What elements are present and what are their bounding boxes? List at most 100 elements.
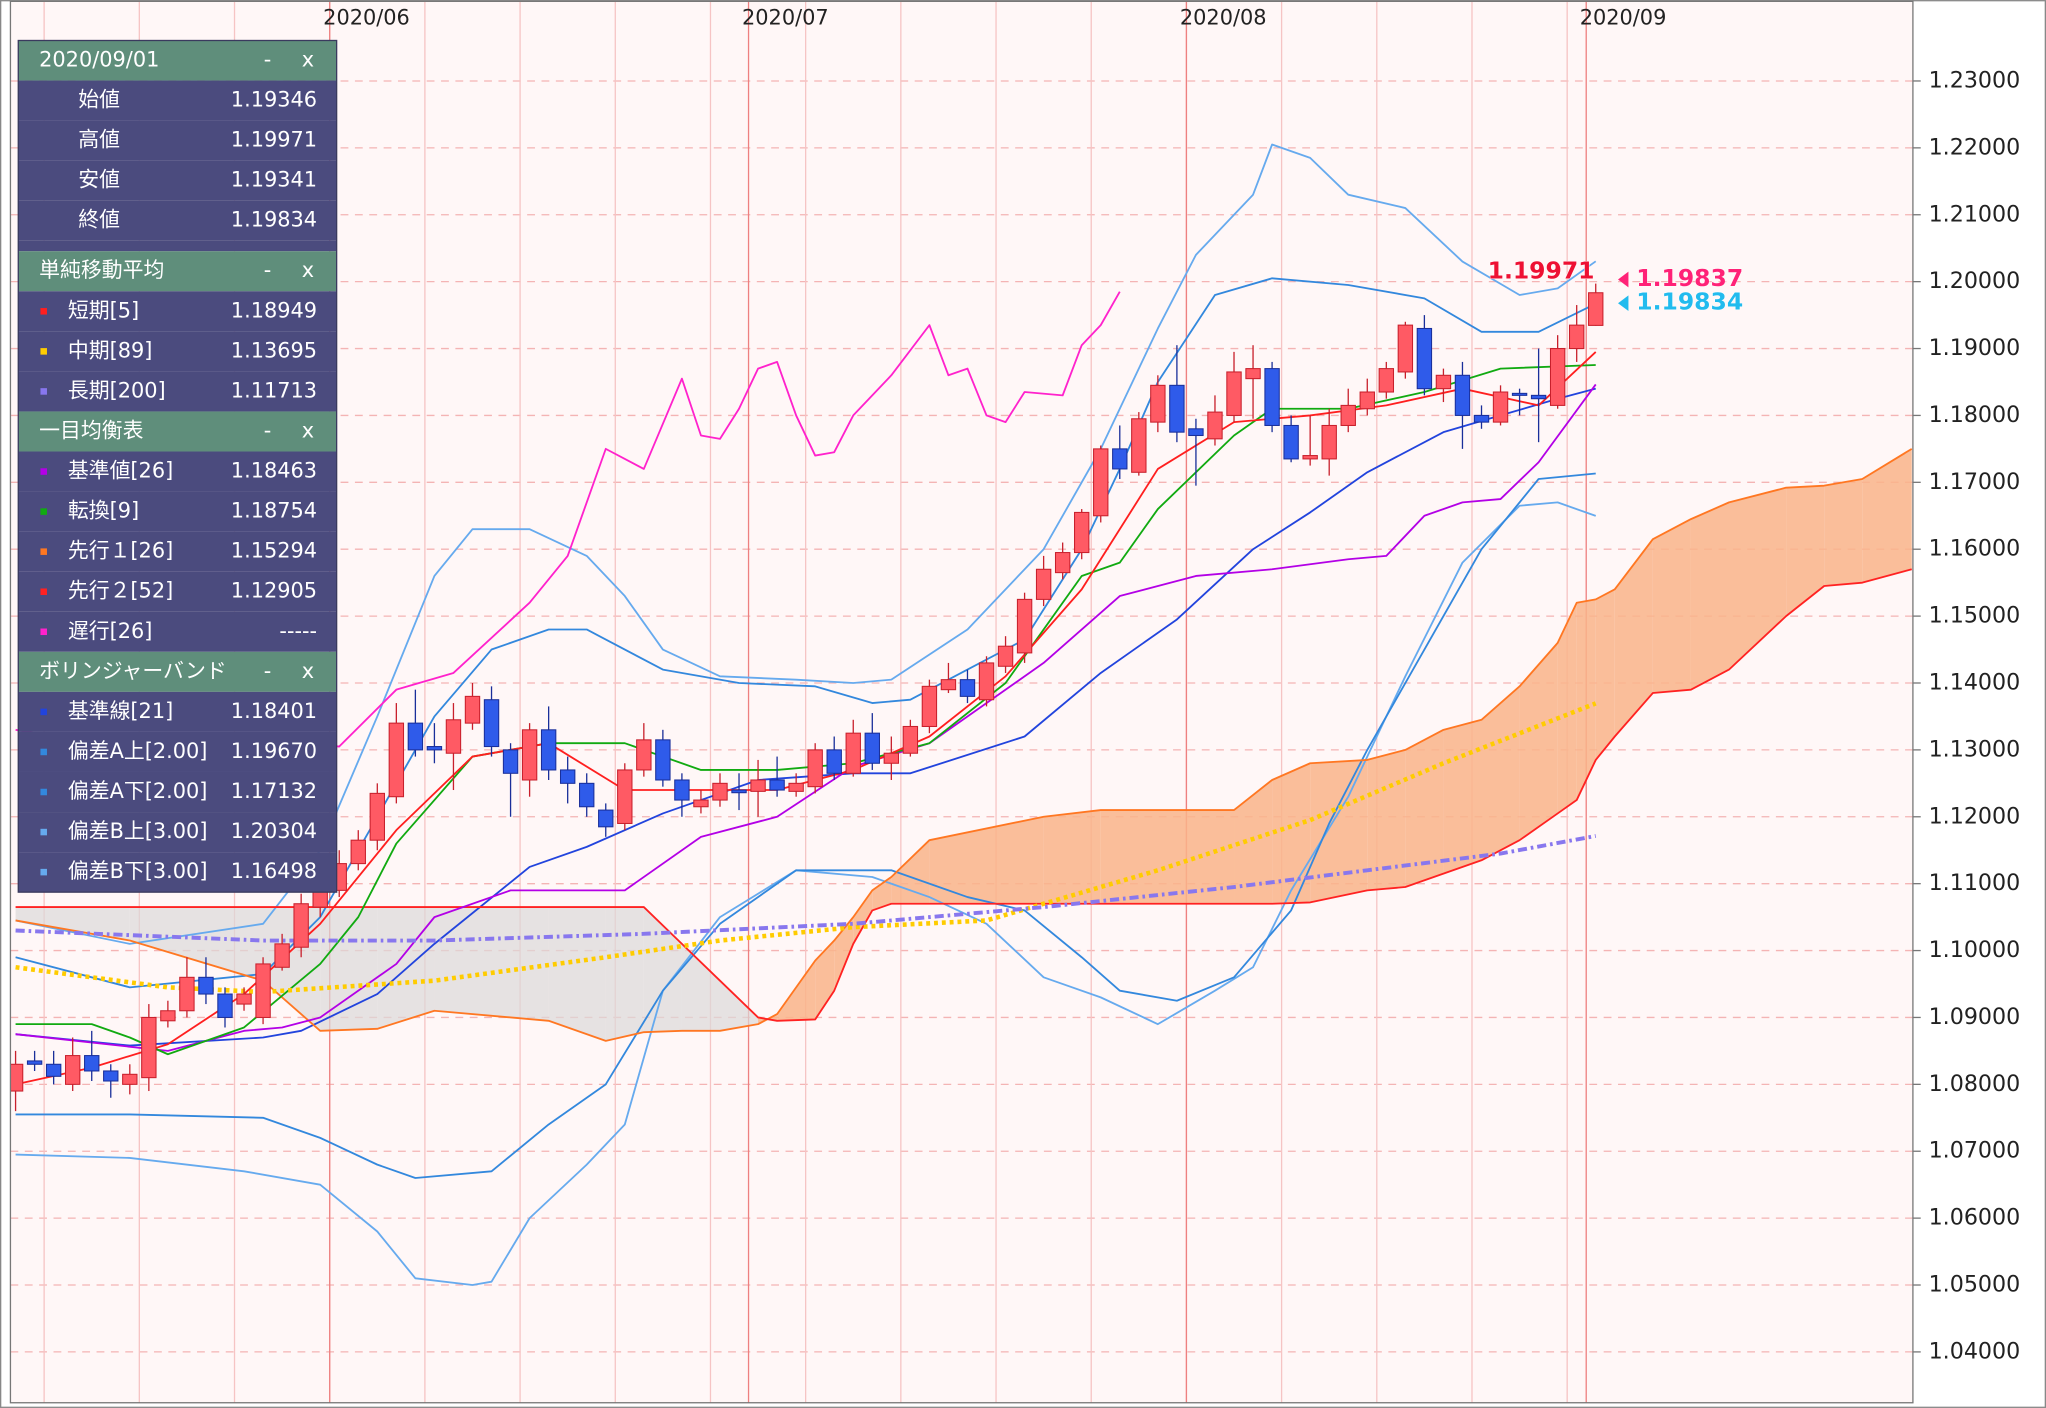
- panel-row: [18, 691, 337, 732]
- candle-body: [1340, 404, 1356, 426]
- cloud-segment: [1786, 485, 1825, 617]
- close-button[interactable]: x: [302, 418, 314, 442]
- ohlc-name: 始値: [78, 88, 120, 112]
- y-tick-label: 1.05000: [1929, 1272, 2021, 1298]
- legend-name: 基準値[26]: [68, 459, 173, 483]
- cloud-segment: [548, 907, 606, 1041]
- candle-body: [959, 679, 976, 697]
- legend-swatch: [40, 508, 47, 515]
- panel-header: [18, 651, 337, 692]
- legend-swatch: [40, 788, 47, 796]
- panel-row: [18, 200, 337, 241]
- candle-body: [1112, 448, 1128, 470]
- candle-body: [64, 1055, 81, 1085]
- close-button[interactable]: x: [302, 48, 314, 72]
- panel-header-title: 2020/09/01: [39, 48, 159, 72]
- candle-body: [693, 799, 709, 808]
- candle-body: [769, 779, 785, 791]
- legend-name: 基準線[21]: [68, 699, 173, 723]
- cloud-segment: [1576, 599, 1596, 801]
- y-tick-label: 1.20000: [1929, 268, 2021, 294]
- panel-row: [18, 120, 337, 161]
- indicator-line: [15, 472, 1596, 1179]
- candle-body: [103, 1070, 119, 1082]
- candle-body: [26, 1060, 43, 1065]
- candle-body: [1530, 394, 1547, 400]
- legend-swatch: [40, 588, 47, 595]
- panel-row: [18, 451, 337, 492]
- close-button[interactable]: x: [302, 659, 314, 683]
- cloud-segment: [1481, 686, 1520, 861]
- candle-body: [1245, 368, 1261, 380]
- plot-border: [9, 0, 1914, 1404]
- legend-name: 転換[9]: [68, 499, 139, 523]
- minimize-button[interactable]: -: [264, 418, 272, 442]
- close-button[interactable]: x: [302, 258, 314, 282]
- panel-row: [18, 371, 337, 412]
- cloud-segment: [719, 980, 759, 1031]
- candle-body: [502, 749, 519, 774]
- candle-body: [198, 976, 214, 995]
- candle-body: [540, 729, 557, 771]
- cloud-segment: [1100, 810, 1235, 904]
- legend-name: 偏差B下[3.00]: [68, 859, 208, 883]
- candle-body: [1549, 348, 1566, 406]
- y-tick-label: 1.12000: [1929, 803, 2021, 829]
- candle-body: [921, 685, 938, 727]
- candle-body: [1302, 455, 1318, 460]
- cloud-segment: [1519, 642, 1558, 841]
- legend-swatch: [40, 468, 47, 475]
- panel-header: [18, 251, 337, 292]
- candle-body: [788, 782, 804, 792]
- candle-body: [141, 1016, 157, 1079]
- candle-body: [445, 719, 462, 754]
- legend-swatch: [40, 868, 47, 876]
- candle-body: [255, 963, 271, 1018]
- cloud-segment: [1690, 502, 1729, 690]
- candle-body: [1568, 324, 1585, 350]
- candle-body: [883, 752, 900, 764]
- panel-row: [18, 731, 337, 772]
- candle-body: [1588, 292, 1604, 326]
- legend-value: 1.16498: [231, 859, 317, 883]
- y-tick-label: 1.07000: [1929, 1138, 2021, 1164]
- legend-value: -----: [279, 619, 317, 643]
- candle-body: [1188, 428, 1204, 437]
- y-tick-label: 1.08000: [1929, 1071, 2021, 1097]
- candle-body: [521, 729, 538, 781]
- ohlc-value: 1.19341: [231, 168, 317, 192]
- price-marker: [1618, 295, 1629, 312]
- panel-header-title: 一目均衡表: [39, 418, 143, 442]
- panel-row: [18, 531, 337, 572]
- panel-row: [18, 571, 337, 612]
- legend-name: 偏差B上[3.00]: [68, 819, 208, 843]
- legend-value: 1.20304: [231, 819, 317, 843]
- candle-body: [826, 749, 842, 774]
- cloud-segment: [129, 907, 264, 981]
- legend-swatch: [40, 348, 47, 355]
- candle-body: [655, 739, 671, 781]
- cloud-segment: [1272, 763, 1311, 904]
- y-tick-label: 1.13000: [1929, 736, 2021, 762]
- legend-value: 1.12905: [231, 579, 317, 603]
- legend-name: 偏差A上[2.00]: [68, 739, 208, 763]
- candle-body: [864, 732, 880, 764]
- cloud-segment: [434, 907, 549, 1021]
- candle-body: [217, 993, 233, 1018]
- candle-body: [1511, 392, 1528, 396]
- candle-body: [350, 839, 366, 865]
- legend-value: 1.13695: [231, 338, 317, 362]
- minimize-button[interactable]: -: [264, 48, 272, 72]
- candle-body: [1283, 424, 1299, 460]
- candle-body: [674, 779, 690, 801]
- candle-body: [1397, 324, 1414, 373]
- candle-body: [1207, 411, 1223, 440]
- minimize-button[interactable]: -: [264, 258, 272, 282]
- candle-body: [10, 1063, 24, 1092]
- minimize-button[interactable]: -: [264, 659, 272, 683]
- panel-row: [18, 771, 337, 813]
- legend-swatch: [40, 748, 47, 756]
- cloud-segment: [929, 816, 1044, 904]
- panel-header-title: 単純移動平均: [39, 258, 164, 282]
